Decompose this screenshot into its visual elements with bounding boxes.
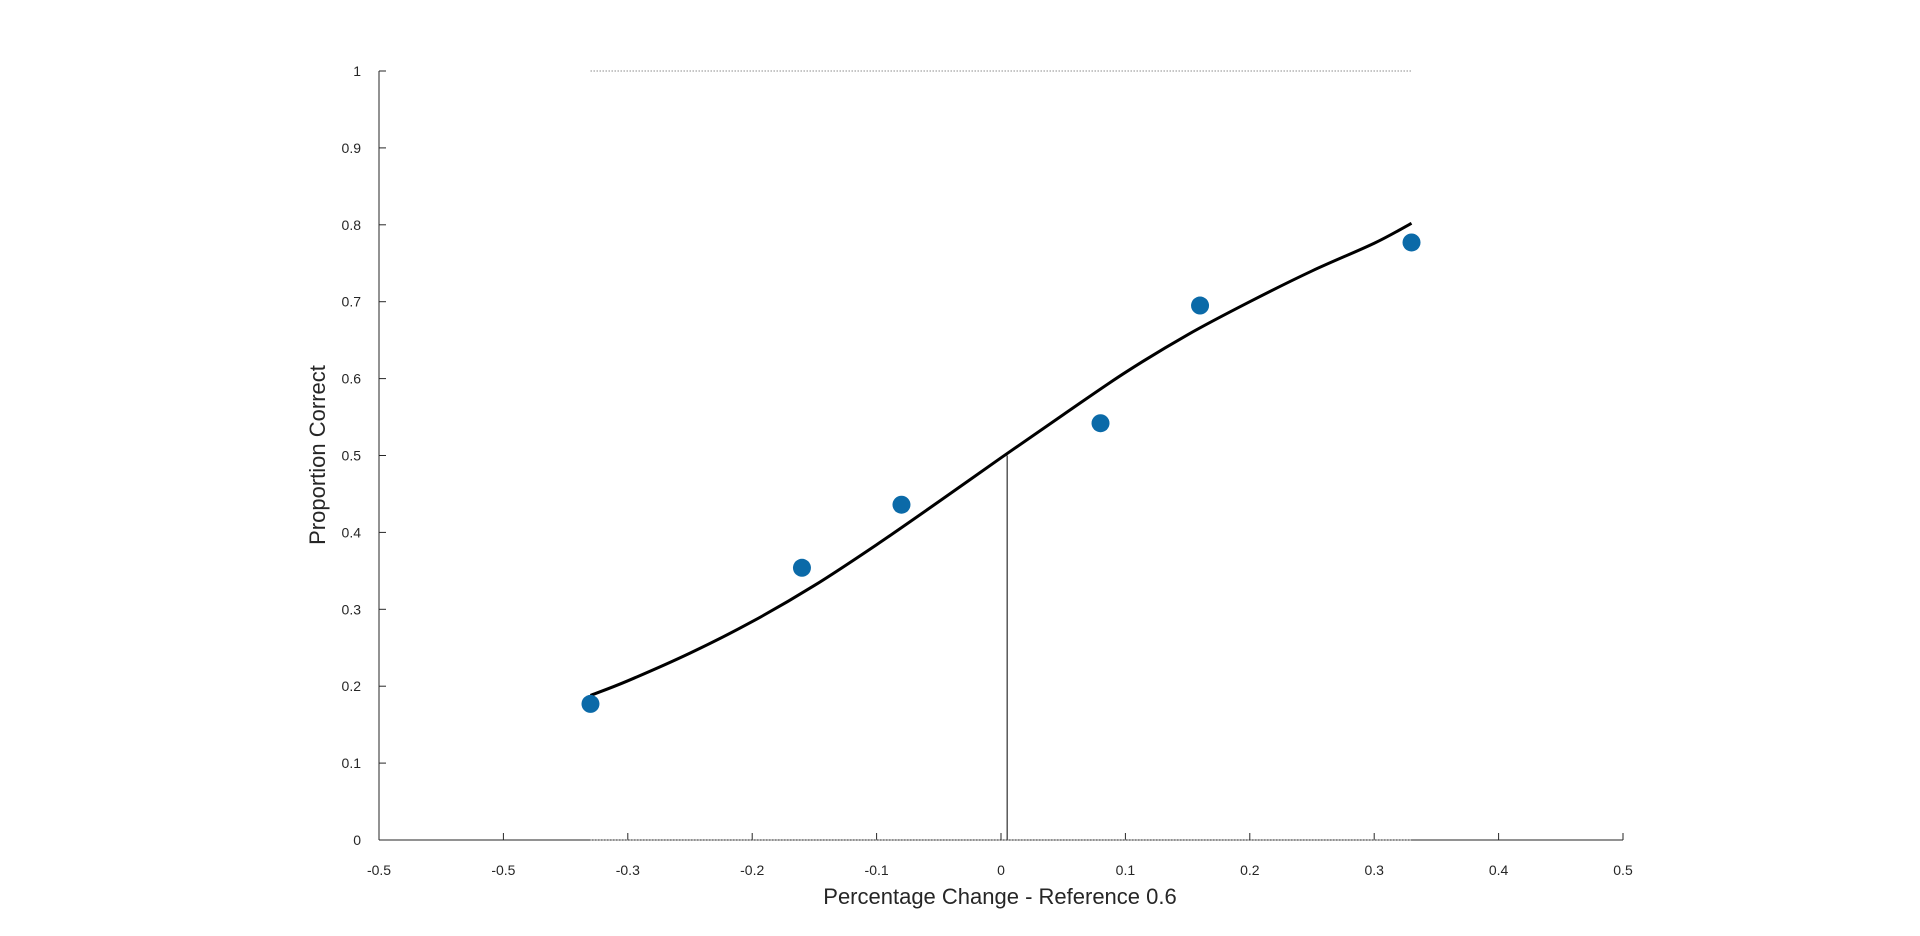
data-point bbox=[1091, 414, 1110, 433]
x-tick-label: -0.5 bbox=[491, 862, 515, 878]
data-point bbox=[792, 558, 811, 577]
x-tick-label: 0.5 bbox=[1613, 862, 1633, 878]
x-tick-label: 0.4 bbox=[1489, 862, 1509, 878]
x-tick-label: 0.2 bbox=[1240, 862, 1260, 878]
y-tick-label: 0.4 bbox=[342, 524, 362, 540]
data-point bbox=[1191, 296, 1210, 315]
x-tick-label: -0.3 bbox=[616, 862, 640, 878]
y-tick-label: 0.1 bbox=[342, 755, 362, 771]
fit-curve-layer bbox=[589, 221, 1413, 697]
y-tick-label: 0.5 bbox=[342, 448, 362, 464]
x-axis-label: Percentage Change - Reference 0.6 bbox=[823, 884, 1176, 909]
y-axis-ticks: 0 0.1 0.2 0.3 0.4 0.5 0.6 0.7 0.8 0.9 1 bbox=[342, 63, 386, 848]
y-tick-label: 1 bbox=[353, 63, 361, 79]
y-tick-label: 0.6 bbox=[342, 371, 362, 387]
y-axis-label: Proportion Correct bbox=[305, 365, 330, 545]
x-axis-ticks: -0.5 -0.5 -0.3 -0.2 -0.1 0 0.1 0.2 0.3 0.4 0.5 bbox=[367, 833, 1633, 878]
y-tick-label: 0 bbox=[353, 832, 361, 848]
x-tick-label: -0.1 bbox=[865, 862, 889, 878]
y-tick-label: 0.7 bbox=[342, 294, 362, 310]
axes bbox=[378, 71, 1623, 841]
y-tick-label: 0.8 bbox=[342, 217, 362, 233]
data-point bbox=[581, 694, 600, 713]
x-tick-label: 0.3 bbox=[1364, 862, 1384, 878]
data-point bbox=[1402, 233, 1421, 252]
reference-lines bbox=[590, 70, 1412, 841]
x-tick-label: 0 bbox=[997, 862, 1005, 878]
x-tick-label: 0.1 bbox=[1116, 862, 1136, 878]
fit-curve bbox=[589, 221, 1413, 697]
y-tick-label: 0.9 bbox=[342, 140, 362, 156]
y-tick-label: 0.3 bbox=[342, 601, 362, 617]
y-tick-label: 0.2 bbox=[342, 678, 362, 694]
x-tick-label: -0.5 bbox=[367, 862, 391, 878]
data-point bbox=[892, 495, 911, 514]
data-points-layer bbox=[581, 233, 1421, 713]
x-tick-label: -0.2 bbox=[740, 862, 764, 878]
